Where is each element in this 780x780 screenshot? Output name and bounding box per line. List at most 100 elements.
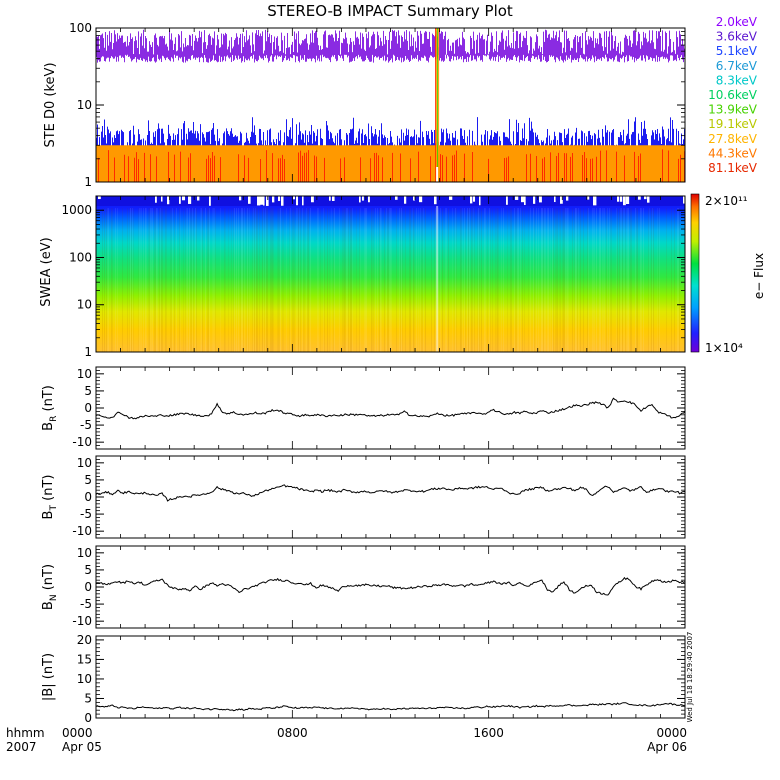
br-tick-label: -10	[72, 435, 92, 449]
ste-y-axis: 1 10 100	[69, 21, 685, 189]
bn-y-label-main: B	[41, 601, 56, 610]
bt-trace	[95, 484, 686, 502]
bn-tick-label: -5	[80, 597, 92, 611]
ste-purple-band	[96, 29, 685, 63]
time-row-label-bottom: 2007	[6, 740, 37, 754]
legend-entry-5.1keV: 5.1keV	[716, 44, 758, 58]
swea-gap-mark	[359, 196, 361, 203]
bt-frame	[95, 455, 686, 539]
ste-tick-label: 100	[69, 21, 92, 35]
swea-gap-mark	[260, 196, 264, 205]
swea-spike-gap	[436, 206, 439, 352]
ste-spike	[435, 28, 440, 182]
swea-gap-mark	[368, 196, 370, 203]
swea-top-band	[96, 196, 685, 206]
br-y-label-sub: R	[49, 416, 59, 422]
time-tick-label: 0000	[656, 726, 687, 740]
swea-texture	[96, 196, 687, 352]
legend-entry-44.3keV: 44.3keV	[708, 146, 758, 160]
swea-gap-mark	[329, 196, 331, 201]
swea-tick-label: 100	[69, 250, 92, 264]
colorbar-max-label: 2×10¹¹	[705, 194, 748, 208]
swea-gap-mark	[197, 196, 200, 201]
time-tick-label: 0800	[277, 726, 308, 740]
swea-gap-mark	[644, 196, 647, 200]
bmag-panel: 20 15 10 5 0 |B| (nT)	[41, 633, 686, 725]
swea-gap-mark	[419, 196, 423, 203]
colorbar-label: e− Flux	[752, 253, 766, 299]
swea-tick-label: 1	[84, 345, 92, 359]
swea-gap-mark	[179, 196, 181, 204]
colorbar-min-label: 1×10⁴	[705, 341, 743, 355]
legend-entry-13.9keV: 13.9keV	[708, 103, 758, 117]
figure-title: STEREO-B IMPACT Summary Plot	[267, 2, 513, 20]
bt-tick-label: -10	[72, 524, 92, 538]
swea-gap-mark	[281, 196, 284, 206]
bmag-tick-label: 0	[84, 711, 92, 725]
bt-tick-label: 5	[84, 473, 92, 487]
swea-gap-mark	[362, 196, 364, 201]
bmag-y-label-main: |B| (nT)	[41, 653, 56, 701]
ste-orange-band	[96, 145, 685, 182]
swea-tick-label: 10	[77, 298, 92, 312]
br-panel: 10 5 0 -5 -10 BR (nT)	[41, 366, 686, 450]
swea-gap-mark	[263, 196, 265, 206]
swea-gap-mark	[515, 196, 519, 200]
swea-gap-mark	[167, 196, 170, 205]
swea-gap-mark	[566, 196, 569, 201]
swea-gap-mark	[524, 196, 526, 205]
br-y-label-unit: (nT)	[41, 385, 56, 415]
swea-gap-mark	[161, 196, 163, 202]
legend-entry-6.7keV: 6.7keV	[716, 59, 758, 73]
br-frame	[95, 366, 686, 450]
swea-gap-mark	[155, 196, 157, 203]
swea-gap-mark	[209, 196, 211, 206]
swea-gap-mark	[617, 196, 620, 202]
time-row-label-top: hhmm	[6, 726, 45, 740]
br-tick-label: 0	[84, 401, 92, 415]
br-tick-label: -5	[80, 418, 92, 432]
ste-y-label: STE D0 (keV)	[43, 62, 58, 147]
bt-panel: 10 5 0 -5 -10 BT (nT)	[41, 455, 686, 539]
bn-tick-label: -10	[72, 614, 92, 628]
bmag-trace	[95, 702, 686, 712]
legend-entry-81.1keV: 81.1keV	[708, 161, 758, 175]
swea-gap-mark	[257, 196, 261, 206]
bn-tick-label: 10	[77, 546, 92, 560]
swea-gap-mark	[311, 196, 314, 203]
swea-gap-mark	[473, 196, 476, 202]
swea-gap-mark	[404, 196, 407, 204]
bmag-tick-label: 20	[77, 633, 92, 647]
bt-y-label: BT (nT)	[41, 475, 59, 520]
swea-gap-mark	[278, 196, 281, 202]
swea-gap-mark	[296, 196, 299, 206]
br-tick-label: 10	[77, 367, 92, 381]
swea-gap-mark	[98, 196, 101, 200]
time-date-label: Apr 06	[647, 740, 687, 754]
bn-y-label: BN (nT)	[41, 564, 59, 610]
swea-panel: 1 10 100 1000 SWEA (eV) 2×10¹¹ 1×10⁴ e− Flu…	[39, 193, 766, 359]
swea-gap-mark	[332, 196, 335, 202]
br-y-label: BR (nT)	[41, 385, 59, 431]
time-tick-label: 1600	[473, 726, 504, 740]
bmag-frame	[95, 635, 686, 719]
bmag-y-label: |B| (nT)	[41, 653, 56, 701]
bmag-tick-label: 5	[84, 691, 92, 705]
ste-legend: 2.0keV3.6keV5.1keV6.7keV8.3keV10.6keV13.…	[708, 15, 758, 175]
swea-gap-mark	[587, 196, 590, 200]
swea-gap-mark	[554, 196, 556, 203]
swea-gap-mark	[449, 196, 453, 200]
swea-gap-mark	[293, 196, 295, 200]
swea-y-axis: 1 10 100 1000	[61, 203, 685, 359]
swea-gap-mark	[188, 196, 192, 204]
bt-y-label-unit: (nT)	[41, 475, 56, 505]
legend-entry-8.3keV: 8.3keV	[716, 73, 758, 87]
swea-gap-mark	[479, 196, 481, 206]
swea-gap-mark	[647, 196, 650, 203]
swea-spectrogram	[96, 196, 685, 352]
legend-entry-3.6keV: 3.6keV	[716, 30, 758, 44]
bn-tick-label: 0	[84, 580, 92, 594]
swea-gap-mark	[434, 196, 437, 205]
